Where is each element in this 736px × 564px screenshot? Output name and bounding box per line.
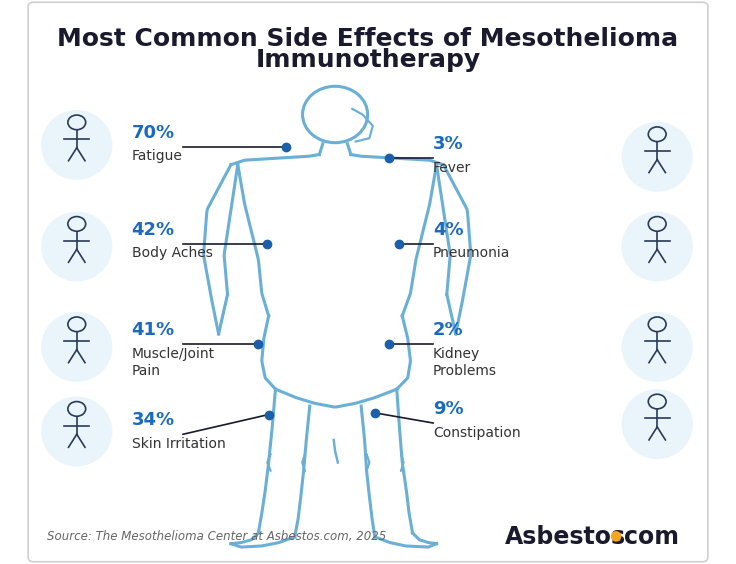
Ellipse shape: [41, 110, 113, 180]
FancyBboxPatch shape: [28, 2, 708, 562]
Ellipse shape: [621, 212, 693, 281]
Text: Body Aches: Body Aches: [132, 246, 213, 261]
Text: Skin Irritation: Skin Irritation: [132, 437, 225, 451]
Text: Immunotherapy: Immunotherapy: [255, 49, 481, 72]
Text: 42%: 42%: [132, 221, 174, 239]
Ellipse shape: [621, 122, 693, 192]
Text: Fatigue: Fatigue: [132, 149, 183, 164]
Text: Constipation: Constipation: [433, 426, 521, 440]
Text: 4%: 4%: [433, 221, 464, 239]
Text: 70%: 70%: [132, 124, 174, 142]
Ellipse shape: [621, 312, 693, 382]
Ellipse shape: [41, 212, 113, 281]
Text: Most Common Side Effects of Mesothelioma: Most Common Side Effects of Mesothelioma: [57, 28, 679, 51]
Ellipse shape: [621, 389, 693, 459]
Text: 9%: 9%: [433, 400, 464, 418]
Text: Kidney
Problems: Kidney Problems: [433, 347, 497, 378]
Text: 34%: 34%: [132, 411, 174, 429]
Text: 3%: 3%: [433, 135, 464, 153]
Ellipse shape: [41, 396, 113, 466]
Text: Fever: Fever: [433, 161, 471, 175]
Text: Pneumonia: Pneumonia: [433, 246, 511, 261]
Text: 2%: 2%: [433, 321, 464, 339]
Text: Source: The Mesothelioma Center at Asbestos.com, 2025: Source: The Mesothelioma Center at Asbes…: [47, 530, 386, 544]
Text: Asbestos: Asbestos: [505, 525, 626, 549]
Text: 41%: 41%: [132, 321, 174, 339]
Ellipse shape: [41, 312, 113, 382]
Text: Muscle/Joint
Pain: Muscle/Joint Pain: [132, 347, 215, 378]
Text: ●: ●: [609, 529, 621, 543]
Text: com: com: [623, 525, 679, 549]
